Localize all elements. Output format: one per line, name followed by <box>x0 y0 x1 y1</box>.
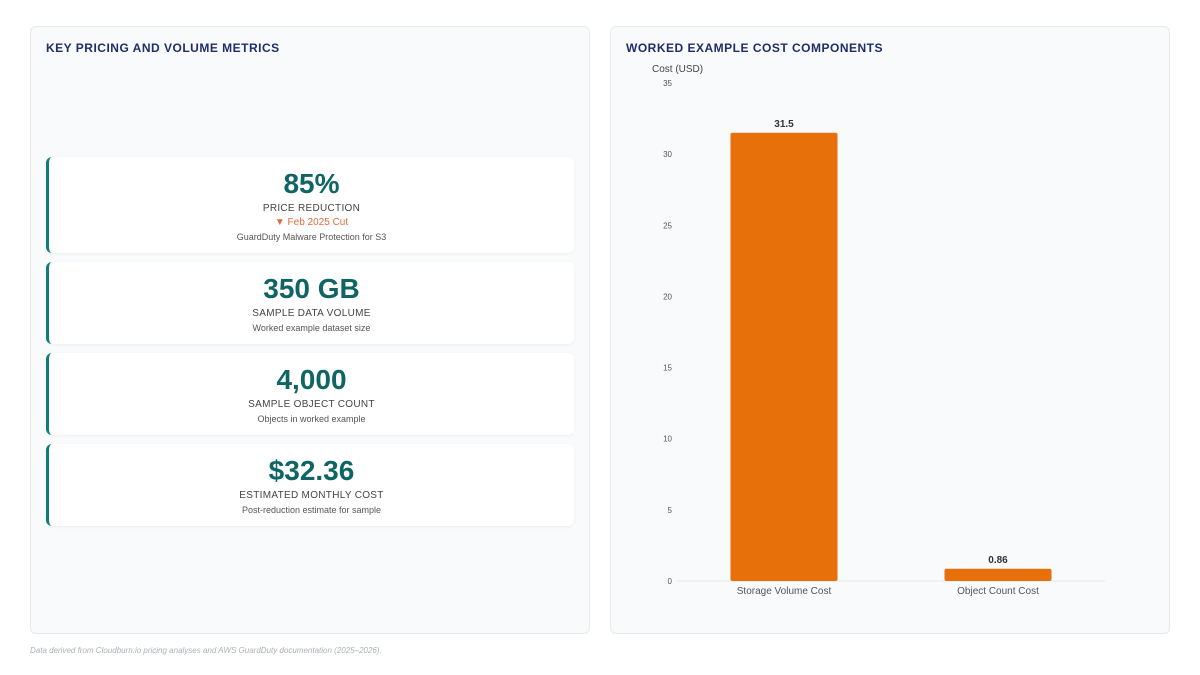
y-axis-label: Cost (USD) <box>652 64 703 75</box>
kpi-card-price-reduction: 85% PRICE REDUCTION ▼ Feb 2025 Cut Guard… <box>46 157 574 253</box>
metrics-panel-title: KEY PRICING AND VOLUME METRICS <box>46 41 280 55</box>
kpi-label: SAMPLE DATA VOLUME <box>252 308 371 319</box>
kpi-subtext: Objects in worked example <box>257 414 366 424</box>
y-tick-label: 10 <box>663 435 672 444</box>
y-ticks: 0 5 10 15 20 25 30 35 <box>663 79 672 586</box>
category-labels: Storage Volume Cost Object Count Cost <box>737 586 1039 597</box>
kpi-subtext: Post-reduction estimate for sample <box>241 505 382 515</box>
y-tick-label: 20 <box>663 292 672 301</box>
y-tick-label: 5 <box>668 506 673 515</box>
bar-data-label: 0.86 <box>988 555 1008 566</box>
y-tick-label: 25 <box>663 221 672 230</box>
bar-data-label: 31.5 <box>774 119 794 130</box>
y-tick-label: 35 <box>663 79 672 88</box>
metrics-panel: KEY PRICING AND VOLUME METRICS 85% PRICE… <box>30 26 590 634</box>
data-labels: 31.5 0.86 <box>774 119 1008 566</box>
kpi-list: 85% PRICE REDUCTION ▼ Feb 2025 Cut Guard… <box>46 157 574 535</box>
y-tick-label: 15 <box>663 364 672 373</box>
bar <box>730 132 838 582</box>
kpi-label: PRICE REDUCTION <box>262 203 361 214</box>
x-category-label: Storage Volume Cost <box>737 586 832 597</box>
kpi-card-object-count: 4,000 SAMPLE OBJECT COUNT Objects in wor… <box>46 353 574 435</box>
chart-panel-title: WORKED EXAMPLE COST COMPONENTS <box>626 41 884 55</box>
y-tick-label: 0 <box>668 577 673 586</box>
x-category-label: Object Count Cost <box>957 586 1039 597</box>
source-footnote: Data derived from Cloudburn.io pricing a… <box>30 646 382 655</box>
kpi-label: SAMPLE OBJECT COUNT <box>248 399 375 410</box>
kpi-value: 350 GB <box>263 273 360 304</box>
kpi-value: $32.36 <box>268 455 355 486</box>
cost-bar-chart: Cost (USD) 0 5 10 15 20 25 30 35 Storage Volume… <box>652 64 1105 597</box>
chart-panel: WORKED EXAMPLE COST COMPONENTS Cost (USD… <box>610 26 1170 634</box>
bar <box>944 568 1052 581</box>
kpi-badge: ▼ Feb 2025 Cut <box>274 217 349 228</box>
y-tick-label: 30 <box>663 150 672 159</box>
kpi-subtext: GuardDuty Malware Protection for S3 <box>236 232 387 242</box>
kpi-card-data-volume: 350 GB SAMPLE DATA VOLUME Worked example… <box>46 262 574 344</box>
kpi-card-monthly-cost: $32.36 ESTIMATED MONTHLY COST Post-reduc… <box>46 444 574 526</box>
kpi-value: 85% <box>283 168 340 199</box>
kpi-value: 4,000 <box>276 364 347 395</box>
kpi-subtext: Worked example dataset size <box>252 323 371 333</box>
bars <box>730 132 1052 582</box>
kpi-label: ESTIMATED MONTHLY COST <box>239 490 384 501</box>
